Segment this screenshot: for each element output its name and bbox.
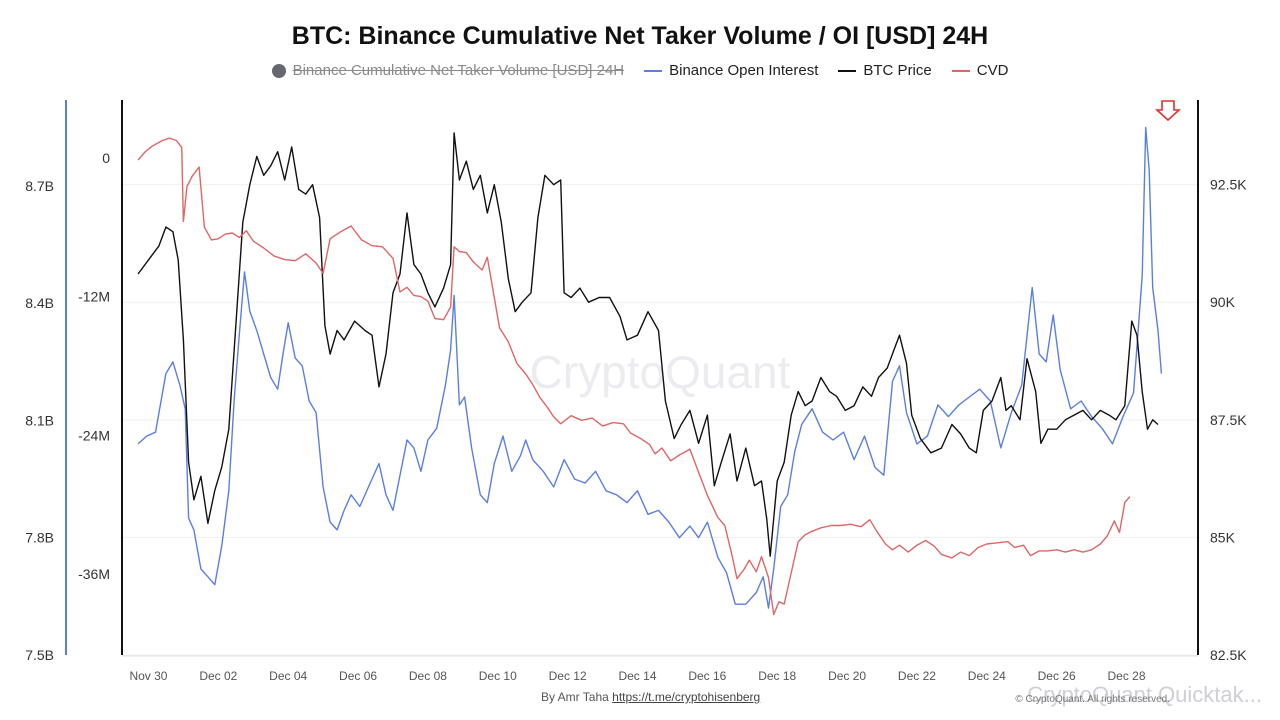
legend-label: Binance Cumulative Net Taker Volume [USD…	[292, 62, 625, 79]
down-arrow-icon	[1154, 100, 1182, 122]
x-tick-label: Dec 20	[828, 669, 866, 683]
footer: By Amr Taha https://t.me/cryptohisenberg	[541, 690, 760, 704]
price-tick-label: 82.5K	[1210, 647, 1247, 663]
x-tick-label: Dec 26	[1038, 669, 1076, 683]
x-tick-label: Dec 18	[758, 669, 796, 683]
x-tick-label: Dec 22	[898, 669, 936, 683]
legend-label: Binance Open Interest	[669, 62, 819, 79]
watermark-text: CryptoQuant	[530, 346, 791, 398]
oi-tick-label: 8.1B	[25, 412, 54, 428]
x-tick-label: Nov 30	[129, 669, 167, 683]
cvd-tick-label: -12M	[78, 289, 110, 305]
price-tick-label: 85K	[1210, 529, 1236, 545]
legend: Binance Cumulative Net Taker Volume [USD…	[0, 62, 1280, 79]
x-tick-label: Dec 04	[269, 669, 307, 683]
x-tick-label: Dec 14	[618, 669, 656, 683]
x-tick-label: Dec 08	[409, 669, 447, 683]
footer-link[interactable]: https://t.me/cryptohisenberg	[612, 690, 761, 704]
x-tick-label: Dec 24	[968, 669, 1006, 683]
x-tick-label: Dec 28	[1108, 669, 1146, 683]
legend-dot-icon	[271, 63, 286, 78]
chart-title: BTC: Binance Cumulative Net Taker Volume…	[291, 22, 989, 50]
x-tick-label: Dec 10	[479, 669, 517, 683]
binance-open-interest-line	[137, 126, 1163, 609]
legend-line-icon	[951, 69, 970, 72]
cvd-tick-label: 0	[102, 150, 110, 166]
x-tick-label: Dec 16	[688, 669, 726, 683]
corner-watermark-text: CryptoQuant Quicktak...	[1027, 682, 1262, 707]
x-tick-label: Dec 02	[199, 669, 237, 683]
x-tick-label: Dec 06	[339, 669, 377, 683]
oi-tick-label: 7.5B	[25, 647, 54, 663]
legend-item-open-interest[interactable]: Binance Open Interest	[644, 62, 818, 79]
x-tick-label: Dec 12	[549, 669, 587, 683]
oi-tick-label: 7.8B	[25, 530, 54, 546]
legend-line-icon	[644, 69, 663, 72]
footer-byline: By Amr Taha	[541, 690, 609, 704]
cvd-line	[137, 137, 1131, 616]
legend-item-btc-price[interactable]: BTC Price	[838, 62, 932, 79]
legend-item-cvd[interactable]: CVD	[951, 62, 1009, 79]
price-tick-label: 90K	[1210, 294, 1236, 310]
corner-copyright: © CryptoQuant. All rights reserved.	[1015, 694, 1170, 705]
oi-tick-label: 8.7B	[25, 178, 54, 194]
price-tick-label: 92.5K	[1210, 177, 1247, 193]
legend-label: BTC Price	[863, 62, 932, 79]
price-tick-label: 87.5K	[1210, 412, 1247, 428]
legend-label: CVD	[976, 62, 1009, 79]
legend-item-net-taker-volume[interactable]: Binance Cumulative Net Taker Volume [USD…	[271, 62, 625, 79]
cvd-tick-label: -36M	[78, 566, 110, 582]
legend-line-icon	[838, 69, 857, 72]
oi-tick-label: 8.4B	[25, 295, 54, 311]
cvd-tick-label: -24M	[78, 427, 110, 443]
btc-price-line	[137, 132, 1159, 557]
